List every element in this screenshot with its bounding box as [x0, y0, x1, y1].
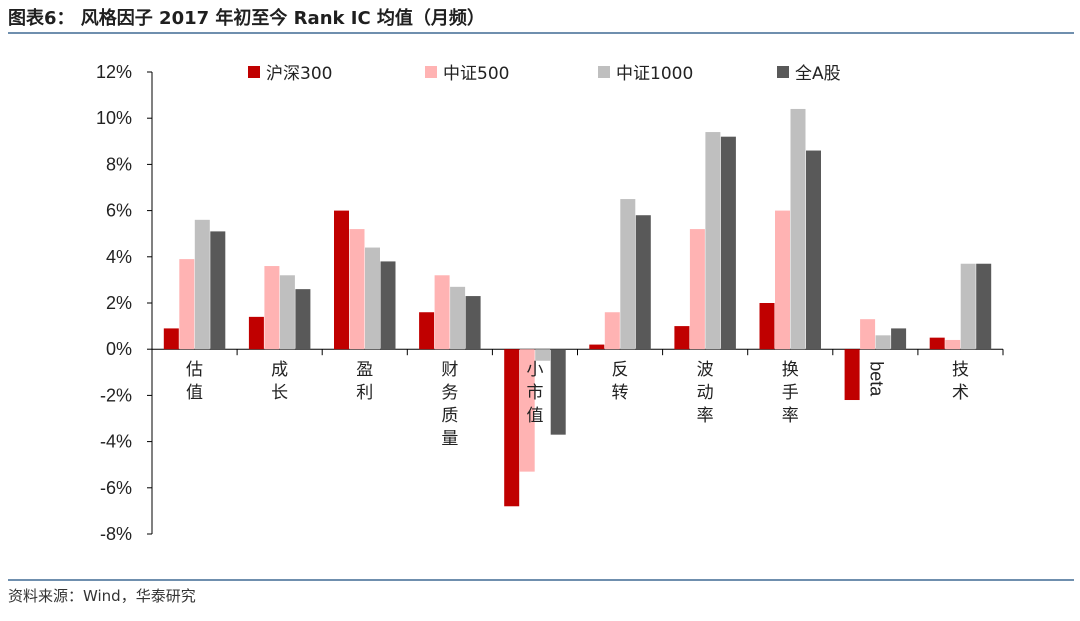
y-tick-label: 12% [96, 62, 132, 82]
y-tick-label: 10% [96, 108, 132, 128]
bar-4-1 [210, 231, 226, 350]
legend-label-4: 全A股 [795, 64, 841, 84]
bar-1-10 [929, 337, 945, 350]
category-label: 估值 [186, 360, 203, 403]
bar-1-5 [504, 349, 520, 507]
legend-label-3: 中证1000 [616, 64, 693, 84]
chart-title: 图表6： 风格因子 2017 年初至今 Rank IC 均值（月频） [8, 8, 485, 29]
bar-3-5 [535, 349, 551, 361]
bar-4-5 [550, 349, 566, 435]
bar-3-6 [620, 199, 636, 350]
bar-3-1 [194, 219, 210, 350]
bar-2-1 [179, 259, 195, 350]
bar-1-7 [674, 326, 690, 350]
bar-3-7 [705, 132, 721, 350]
bar-4-10 [976, 263, 992, 350]
category-label: 波动率 [697, 360, 714, 426]
bar-2-7 [689, 229, 705, 350]
y-tick-label: 0% [106, 339, 132, 359]
y-tick-label: -6% [100, 478, 132, 498]
category-label: 换手率 [782, 360, 799, 426]
legend-swatch-2 [425, 66, 437, 78]
bar-2-3 [349, 229, 365, 350]
y-tick-label: -4% [100, 432, 132, 452]
header-rule [8, 32, 1074, 34]
bar-4-2 [295, 289, 311, 350]
legend-label-2: 中证500 [443, 64, 509, 84]
bar-1-2 [248, 316, 264, 350]
y-tick-label: -2% [100, 385, 132, 405]
bar-3-3 [365, 247, 380, 350]
bar-2-9 [860, 319, 876, 350]
bar-4-9 [891, 328, 907, 350]
bar-1-9 [844, 349, 860, 401]
footer-rule [8, 579, 1074, 581]
bar-2-6 [604, 312, 620, 350]
bar-2-5 [519, 349, 535, 472]
bar-3-9 [875, 335, 891, 350]
category-label: 反转 [612, 360, 629, 403]
bar-1-4 [419, 312, 435, 350]
y-tick-label: 4% [106, 247, 132, 267]
bar-4-3 [380, 261, 396, 350]
bar-4-6 [635, 215, 651, 350]
bar-4-7 [720, 136, 736, 350]
category-label: 成长 [271, 360, 288, 403]
category-label: 小市值 [526, 360, 543, 426]
bar-3-4 [450, 286, 466, 350]
bar-3-8 [790, 108, 806, 350]
bar-1-8 [759, 303, 775, 350]
category-label: 财务质量 [441, 360, 458, 449]
y-tick-label: -8% [100, 524, 132, 544]
bar-1-1 [163, 328, 179, 350]
legend-swatch-1 [248, 66, 260, 78]
category-label: beta [866, 361, 886, 397]
bar-2-4 [434, 275, 450, 350]
bar-3-10 [960, 263, 976, 350]
source-note: 资料来源：Wind，华泰研究 [8, 587, 196, 605]
category-label: 盈利 [356, 360, 373, 403]
bar-4-8 [806, 150, 821, 350]
y-tick-label: 8% [106, 154, 132, 174]
legend-swatch-4 [777, 66, 789, 78]
bar-1-3 [334, 210, 349, 350]
legend-label-1: 沪深300 [266, 64, 332, 84]
bar-2-2 [264, 266, 280, 350]
bar-2-10 [945, 339, 961, 350]
legend-swatch-3 [598, 66, 610, 78]
bar-3-2 [279, 275, 295, 350]
bar-1-6 [589, 344, 605, 350]
y-tick-label: 6% [106, 201, 132, 221]
y-tick-label: 2% [106, 293, 132, 313]
bar-2-8 [775, 210, 790, 350]
category-label: 技术 [952, 360, 969, 403]
bar-4-4 [465, 296, 481, 350]
